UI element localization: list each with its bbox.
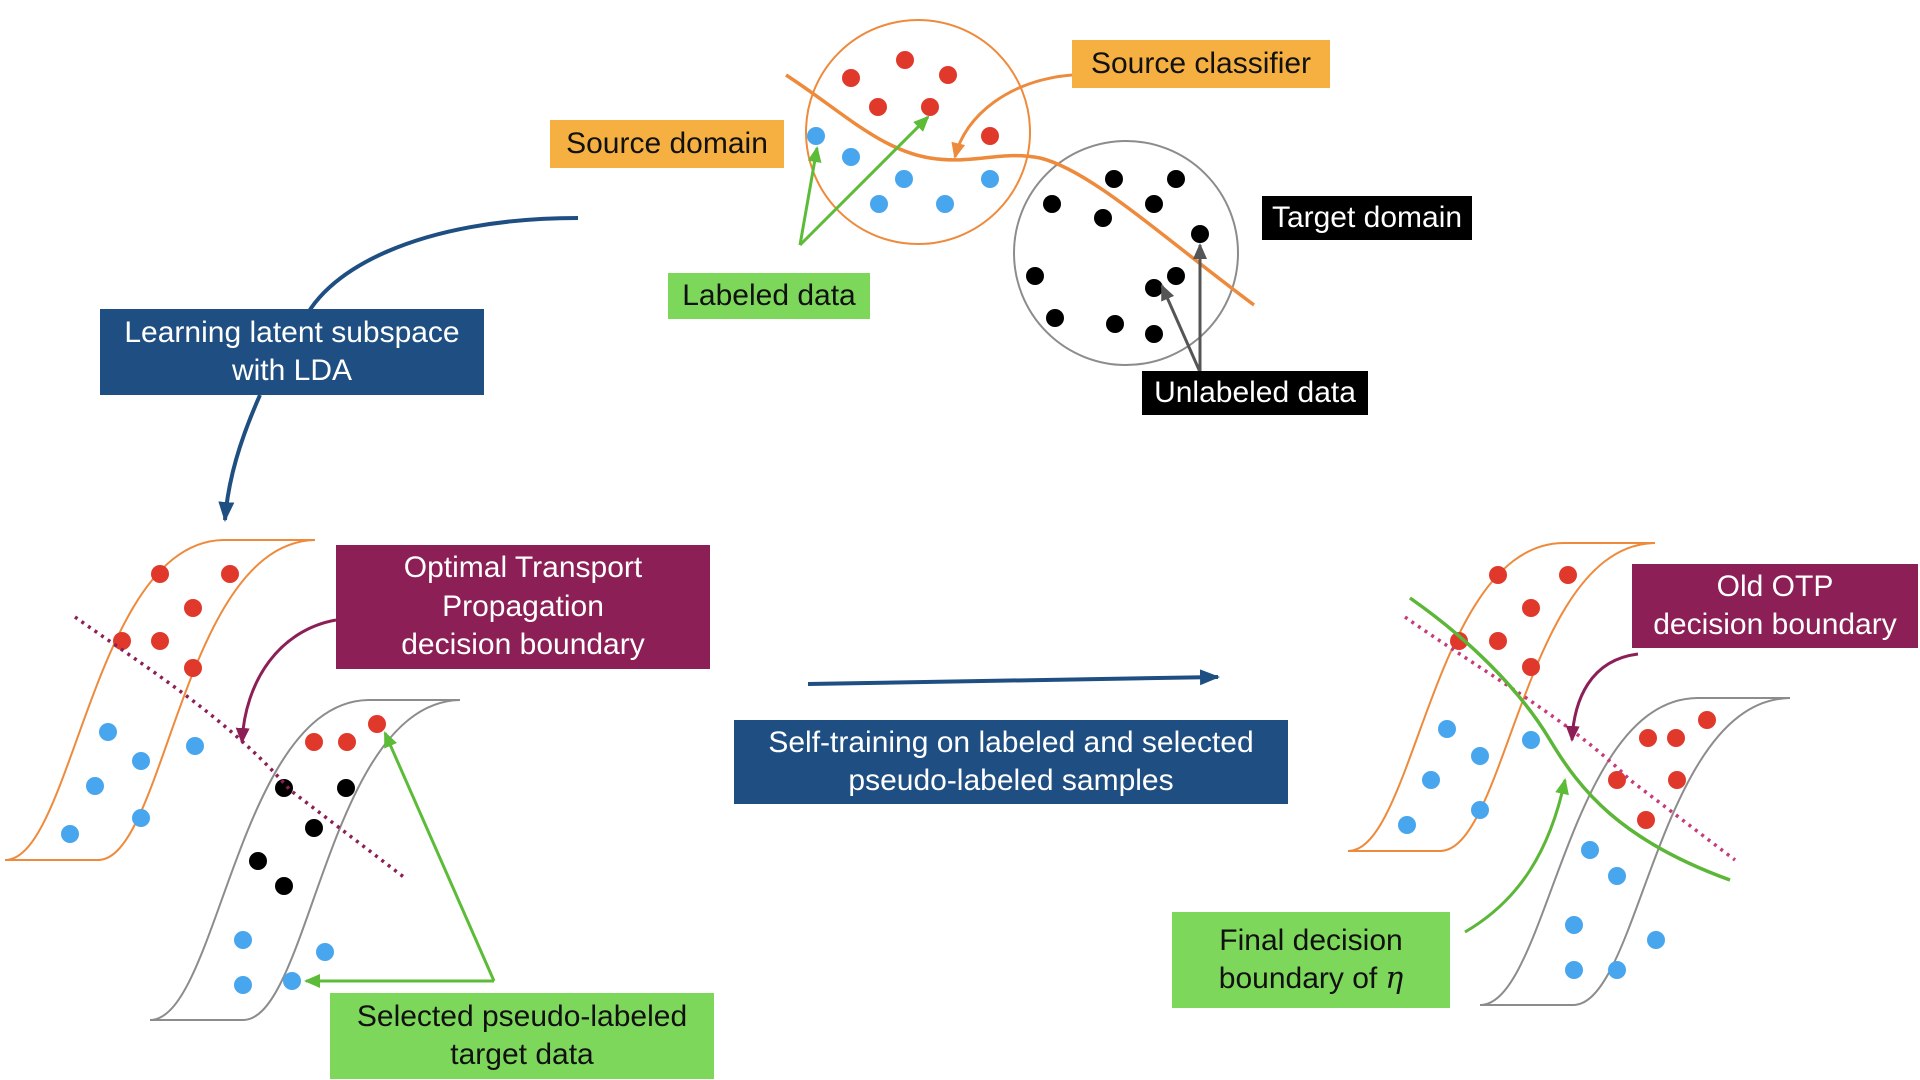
source-red-points <box>842 51 999 145</box>
old-otp-decision-boundary <box>1403 615 1737 862</box>
unlabeled-data-label: Unlabeled data <box>1142 371 1368 415</box>
self-training-label: Self-training on labeled and selected ps… <box>734 720 1288 804</box>
eta-symbol: η <box>1385 961 1404 996</box>
right-target-red-points <box>1608 711 1716 829</box>
otp-boundary-arrow <box>235 618 337 744</box>
source-domain-circle <box>805 19 1031 245</box>
pseudo-label-arrow-red <box>383 731 496 982</box>
old-otp-boundary-arrow <box>1565 652 1639 742</box>
final-boundary-arrow <box>1464 778 1569 934</box>
left-source-manifold <box>4 539 316 861</box>
left-blue-points <box>61 723 204 843</box>
unlabeled-data-arrow-2 <box>1160 284 1202 373</box>
right-target-blue-points <box>1565 841 1665 979</box>
otp-boundary-label: Optimal Transport Propagation decision b… <box>336 545 710 669</box>
right-target-manifold <box>1479 697 1791 1006</box>
self-training-arrow <box>807 669 1220 686</box>
left-target-unlabeled-points <box>249 779 355 895</box>
target-unlabeled-points <box>1026 170 1209 343</box>
otp-decision-boundary <box>73 615 407 880</box>
left-red-points <box>113 565 239 677</box>
source-domain-label: Source domain <box>550 120 784 168</box>
lda-arrow <box>225 216 579 520</box>
final-boundary-text: Final decision boundary of <box>1218 923 1403 995</box>
target-domain-label: Target domain <box>1262 196 1472 240</box>
right-source-manifold <box>1347 542 1656 852</box>
target-domain-circle <box>1013 140 1239 366</box>
final-decision-boundary <box>1408 596 1731 882</box>
learning-lda-label: Learning latent subspace with LDA <box>100 309 484 395</box>
source-classifier-curve <box>785 73 1256 307</box>
right-red-points <box>1450 566 1577 676</box>
final-boundary-label: Final decision boundary of η <box>1172 912 1450 1008</box>
selected-pseudo-label: Selected pseudo-labeled target data <box>330 993 714 1079</box>
left-target-pseudo-red-points <box>305 715 386 751</box>
left-target-manifold <box>149 699 461 1021</box>
source-classifier-arrow <box>951 73 1073 159</box>
labeled-data-label: Labeled data <box>668 273 870 319</box>
labeled-data-arrow-red <box>798 115 930 247</box>
labeled-data-arrow-blue <box>798 146 822 246</box>
source-classifier-label: Source classifier <box>1072 40 1330 88</box>
left-target-pseudo-blue-points <box>234 931 334 994</box>
right-blue-points <box>1398 720 1540 834</box>
old-otp-label: Old OTP decision boundary <box>1632 564 1918 648</box>
source-blue-points <box>807 127 999 213</box>
